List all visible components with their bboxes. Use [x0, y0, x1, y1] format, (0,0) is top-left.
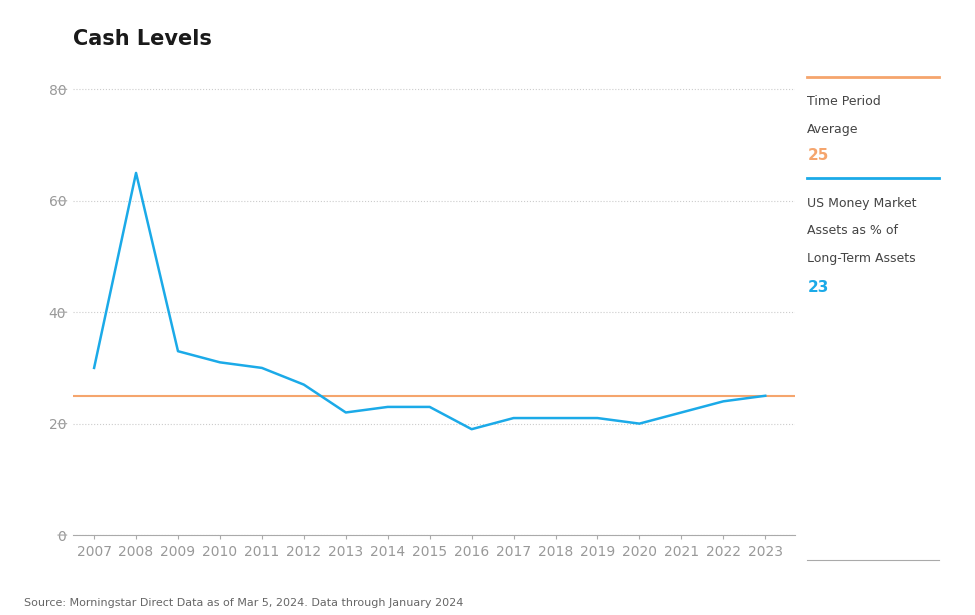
Text: Assets as % of: Assets as % of [807, 224, 898, 237]
Text: Source: Morningstar Direct Data as of Mar 5, 2024. Data through January 2024: Source: Morningstar Direct Data as of Ma… [24, 598, 464, 608]
Text: Cash Levels: Cash Levels [73, 29, 212, 49]
Text: Time Period: Time Period [807, 95, 881, 108]
Text: Long-Term Assets: Long-Term Assets [807, 252, 916, 265]
Text: Average: Average [807, 123, 859, 136]
Text: 25: 25 [807, 148, 829, 162]
Text: US Money Market: US Money Market [807, 197, 916, 210]
Text: 23: 23 [807, 280, 829, 295]
